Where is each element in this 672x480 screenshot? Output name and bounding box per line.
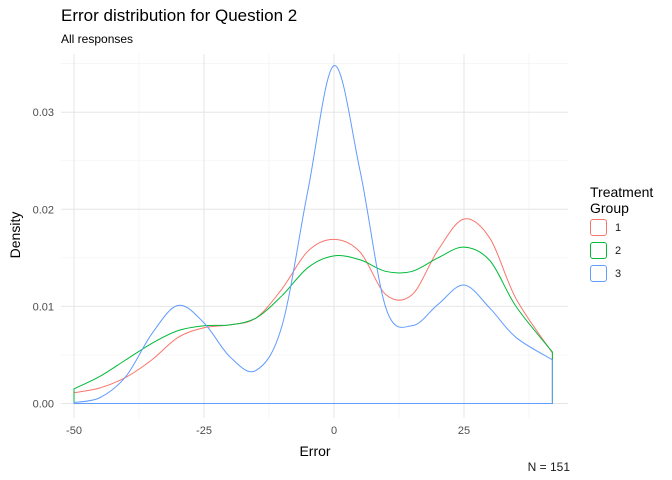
legend-item-1: 1 xyxy=(590,216,670,239)
y-tick-label: 0.02 xyxy=(33,204,54,216)
density-curve-group-2 xyxy=(73,246,553,404)
x-tick-label: 25 xyxy=(458,425,470,437)
legend-item-2: 2 xyxy=(590,239,670,262)
chart-title: Error distribution for Question 2 xyxy=(61,6,298,25)
axis-ticks: -50 -25 0 25 0.00 0.01 0.02 0.03 xyxy=(33,107,471,437)
legend-title: Treatment Group xyxy=(590,184,654,216)
major-gridlines xyxy=(61,54,568,418)
x-tick-label: -50 xyxy=(66,425,82,437)
legend-items: 1 2 3 xyxy=(590,216,670,285)
legend-label-1: 1 xyxy=(615,221,622,234)
y-axis-title: Density xyxy=(7,212,23,259)
density-curves xyxy=(73,65,553,404)
legend-item-3: 3 xyxy=(590,262,670,285)
minor-gridlines xyxy=(61,54,568,418)
legend-key-1 xyxy=(590,219,607,236)
x-axis-title: Error xyxy=(299,443,330,459)
y-tick-label: 0.01 xyxy=(33,301,54,313)
x-tick-label: -25 xyxy=(196,425,212,437)
legend-key-3 xyxy=(590,265,607,282)
legend: Treatment Group 1 2 3 xyxy=(590,184,670,285)
y-tick-label: 0.00 xyxy=(33,398,54,410)
y-tick-label: 0.03 xyxy=(33,107,54,119)
density-curve-group-1 xyxy=(73,218,553,404)
legend-label-3: 3 xyxy=(615,267,622,280)
legend-key-2 xyxy=(590,242,607,259)
legend-label-2: 2 xyxy=(615,244,622,257)
x-tick-label: 0 xyxy=(331,425,337,437)
density-curve-group-3 xyxy=(73,65,553,404)
chart-subtitle: All responses xyxy=(61,32,134,46)
chart-caption: N = 151 xyxy=(527,460,570,474)
